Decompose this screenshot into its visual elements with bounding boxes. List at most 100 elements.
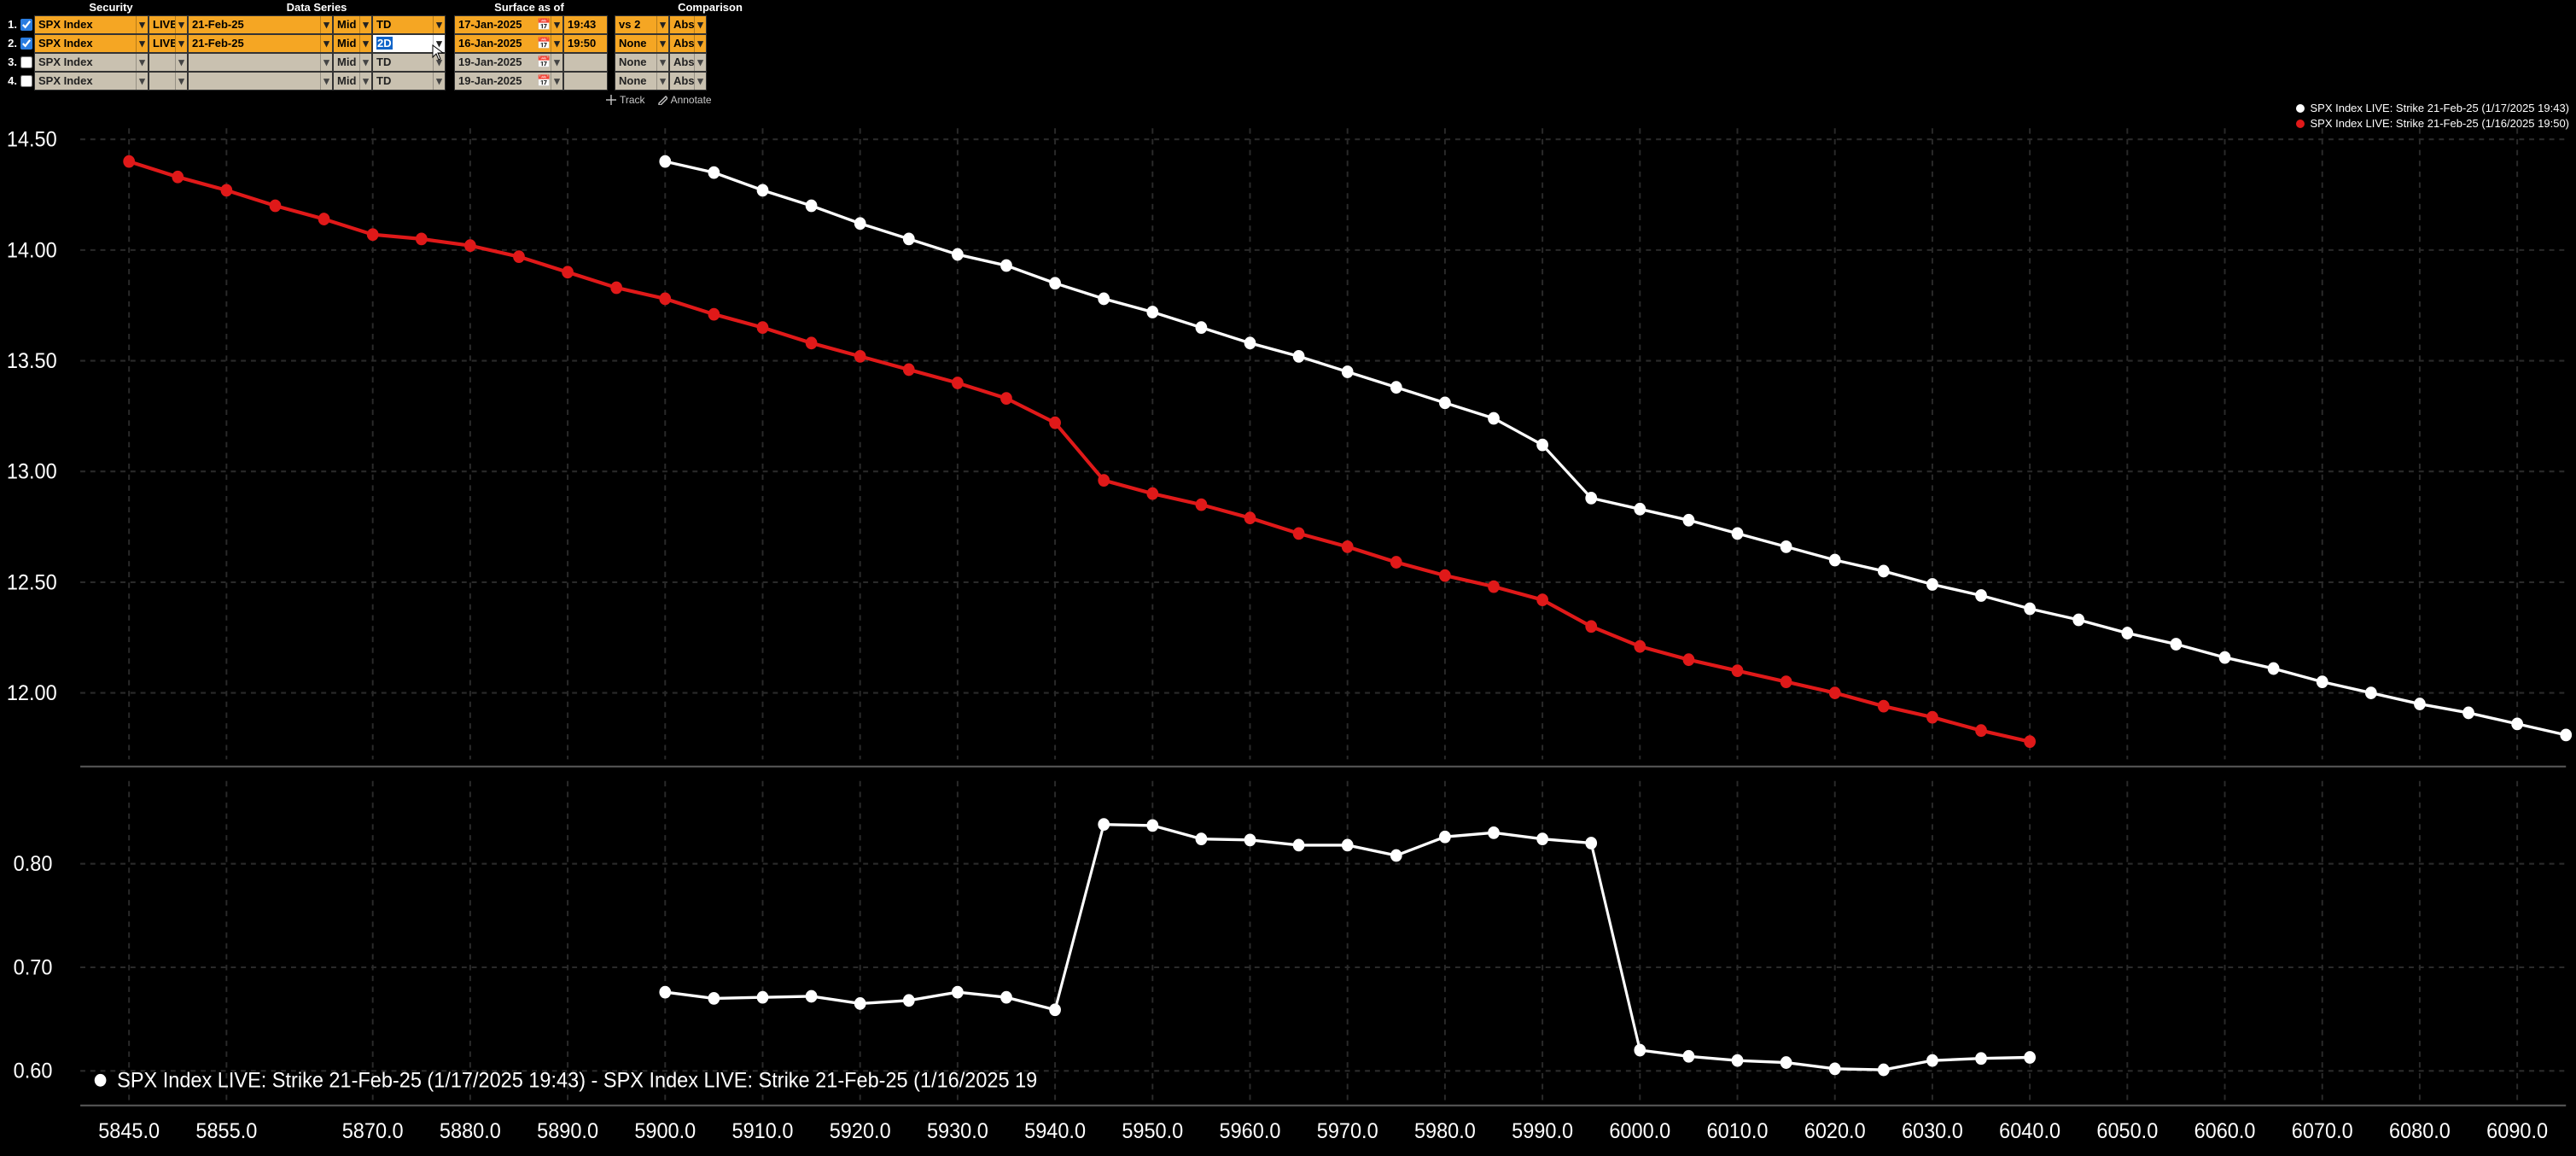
comparison-dropdown[interactable]: None▾ xyxy=(615,34,669,53)
svg-text:5880.0: 5880.0 xyxy=(440,1119,501,1143)
mid-dropdown[interactable]: Mid▾ xyxy=(333,53,372,72)
svg-text:5970.0: 5970.0 xyxy=(1317,1119,1378,1143)
term-dropdown[interactable]: TD▾ xyxy=(372,15,446,34)
config-row: 3. SPX Index▾ ▾ ▾ Mid▾ TD▾ 19-Jan-2025📅▾… xyxy=(0,53,2576,72)
chevron-down-icon: ▾ xyxy=(320,16,332,33)
mid-dropdown[interactable]: Mid▾ xyxy=(333,34,372,53)
svg-text:6050.0: 6050.0 xyxy=(2096,1119,2158,1143)
header-comparison: Comparison xyxy=(657,0,763,15)
row-enable-checkbox[interactable] xyxy=(19,15,34,34)
surface-time-input[interactable]: 19:43 xyxy=(563,15,608,34)
live-dropdown[interactable]: LIVE▾ xyxy=(149,15,188,34)
svg-text:0.60: 0.60 xyxy=(14,1060,53,1083)
svg-text:5990.0: 5990.0 xyxy=(1512,1119,1573,1143)
svg-text:6090.0: 6090.0 xyxy=(2486,1119,2548,1143)
surface-date-input[interactable]: 16-Jan-2025📅▾ xyxy=(454,34,563,53)
config-row: 2. SPX Index▾ LIVE▾ 21-Feb-25▾ Mid▾ 2D▾ … xyxy=(0,34,2576,53)
row-enable-checkbox[interactable] xyxy=(19,53,34,72)
chart-svg: 12.0012.5013.0013.5014.0014.500.600.700.… xyxy=(0,92,2576,1156)
live-dropdown[interactable]: ▾ xyxy=(149,53,188,72)
svg-text:14.00: 14.00 xyxy=(7,239,57,263)
chevron-down-icon: ▾ xyxy=(694,54,706,71)
chevron-down-icon: ▾ xyxy=(551,16,562,33)
svg-text:0.70: 0.70 xyxy=(14,956,53,980)
term-dropdown[interactable]: 2D▾ xyxy=(372,34,446,53)
chevron-down-icon: ▾ xyxy=(136,35,148,52)
svg-text:SPX Index LIVE: Strike 21-Feb-: SPX Index LIVE: Strike 21-Feb-25 (1/17/2… xyxy=(117,1069,1037,1093)
svg-text:6020.0: 6020.0 xyxy=(1804,1119,1866,1143)
chevron-down-icon: ▾ xyxy=(656,54,668,71)
surface-time-input[interactable] xyxy=(563,72,608,90)
expiry-dropdown[interactable]: 21-Feb-25▾ xyxy=(188,34,333,53)
svg-text:5910.0: 5910.0 xyxy=(732,1119,794,1143)
svg-text:5845.0: 5845.0 xyxy=(98,1119,160,1143)
calendar-icon: 📅 xyxy=(537,73,551,90)
term-dropdown[interactable]: TD▾ xyxy=(372,53,446,72)
header-security: Security xyxy=(34,0,188,15)
live-dropdown[interactable]: LIVE▾ xyxy=(149,34,188,53)
chevron-down-icon: ▾ xyxy=(359,16,371,33)
chevron-down-icon: ▾ xyxy=(694,16,706,33)
svg-text:5930.0: 5930.0 xyxy=(927,1119,988,1143)
svg-text:6060.0: 6060.0 xyxy=(2194,1119,2256,1143)
row-number: 1. xyxy=(0,15,19,34)
security-dropdown[interactable]: SPX Index▾ xyxy=(34,72,149,90)
surface-date-input[interactable]: 19-Jan-2025📅▾ xyxy=(454,53,563,72)
mid-dropdown[interactable]: Mid▾ xyxy=(333,72,372,90)
comparison-dropdown[interactable]: None▾ xyxy=(615,72,669,90)
calendar-icon: 📅 xyxy=(537,16,551,33)
comparison-dropdown[interactable]: vs 2▾ xyxy=(615,15,669,34)
row-number: 2. xyxy=(0,34,19,53)
security-dropdown[interactable]: SPX Index▾ xyxy=(34,34,149,53)
svg-text:12.00: 12.00 xyxy=(7,681,57,705)
svg-text:13.50: 13.50 xyxy=(7,349,57,373)
chevron-down-icon: ▾ xyxy=(656,73,668,90)
chevron-down-icon: ▾ xyxy=(320,73,332,90)
calendar-icon: 📅 xyxy=(537,54,551,71)
abs-dropdown[interactable]: Abs▾ xyxy=(669,15,707,34)
live-dropdown[interactable]: ▾ xyxy=(149,72,188,90)
grid-header-row: Security Data Series Surface as of Compa… xyxy=(0,0,2576,15)
chevron-down-icon: ▾ xyxy=(136,73,148,90)
abs-dropdown[interactable]: Abs▾ xyxy=(669,53,707,72)
chevron-down-icon: ▾ xyxy=(175,16,187,33)
chevron-down-icon: ▾ xyxy=(433,35,445,52)
chevron-down-icon: ▾ xyxy=(433,16,445,33)
calendar-icon: 📅 xyxy=(537,35,551,52)
security-dropdown[interactable]: SPX Index▾ xyxy=(34,15,149,34)
row-number: 3. xyxy=(0,53,19,72)
comparison-dropdown[interactable]: None▾ xyxy=(615,53,669,72)
svg-text:6000.0: 6000.0 xyxy=(1609,1119,1670,1143)
svg-text:6070.0: 6070.0 xyxy=(2292,1119,2353,1143)
mid-dropdown[interactable]: Mid▾ xyxy=(333,15,372,34)
expiry-dropdown[interactable]: ▾ xyxy=(188,72,333,90)
row-enable-checkbox[interactable] xyxy=(19,72,34,90)
expiry-dropdown[interactable]: ▾ xyxy=(188,53,333,72)
security-dropdown[interactable]: SPX Index▾ xyxy=(34,53,149,72)
expiry-dropdown[interactable]: 21-Feb-25▾ xyxy=(188,15,333,34)
term-dropdown[interactable]: TD▾ xyxy=(372,72,446,90)
svg-text:6080.0: 6080.0 xyxy=(2389,1119,2451,1143)
row-number: 4. xyxy=(0,72,19,90)
surface-date-input[interactable]: 19-Jan-2025📅▾ xyxy=(454,72,563,90)
svg-text:5890.0: 5890.0 xyxy=(537,1119,598,1143)
header-blank xyxy=(0,0,34,15)
svg-text:5940.0: 5940.0 xyxy=(1024,1119,1086,1143)
row-enable-checkbox[interactable] xyxy=(19,34,34,53)
surface-date-input[interactable]: 17-Jan-2025📅▾ xyxy=(454,15,563,34)
chevron-down-icon: ▾ xyxy=(359,73,371,90)
surface-time-input[interactable]: 19:50 xyxy=(563,34,608,53)
surface-time-input[interactable] xyxy=(563,53,608,72)
plot-area: 12.0012.5013.0013.5014.0014.500.600.700.… xyxy=(0,92,2576,1156)
config-row: 4. SPX Index▾ ▾ ▾ Mid▾ TD▾ 19-Jan-2025📅▾… xyxy=(0,72,2576,90)
abs-dropdown[interactable]: Abs▾ xyxy=(669,72,707,90)
svg-text:5870.0: 5870.0 xyxy=(342,1119,404,1143)
abs-dropdown[interactable]: Abs▾ xyxy=(669,34,707,53)
config-row: 1. SPX Index▾ LIVE▾ 21-Feb-25▾ Mid▾ TD▾ … xyxy=(0,15,2576,34)
chevron-down-icon: ▾ xyxy=(359,54,371,71)
svg-text:14.50: 14.50 xyxy=(7,128,57,152)
chevron-down-icon: ▾ xyxy=(433,54,445,71)
series-config-grid: Security Data Series Surface as of Compa… xyxy=(0,0,2576,90)
chevron-down-icon: ▾ xyxy=(175,35,187,52)
svg-text:6040.0: 6040.0 xyxy=(1999,1119,2060,1143)
